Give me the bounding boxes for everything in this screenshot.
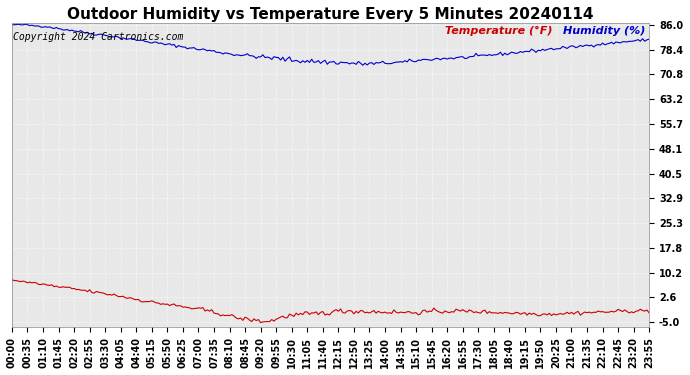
Text: Copyright 2024 Cartronics.com: Copyright 2024 Cartronics.com — [13, 32, 184, 42]
Text: Humidity (%): Humidity (%) — [563, 26, 646, 36]
Text: Temperature (°F): Temperature (°F) — [445, 26, 553, 36]
Title: Outdoor Humidity vs Temperature Every 5 Minutes 20240114: Outdoor Humidity vs Temperature Every 5 … — [68, 7, 594, 22]
